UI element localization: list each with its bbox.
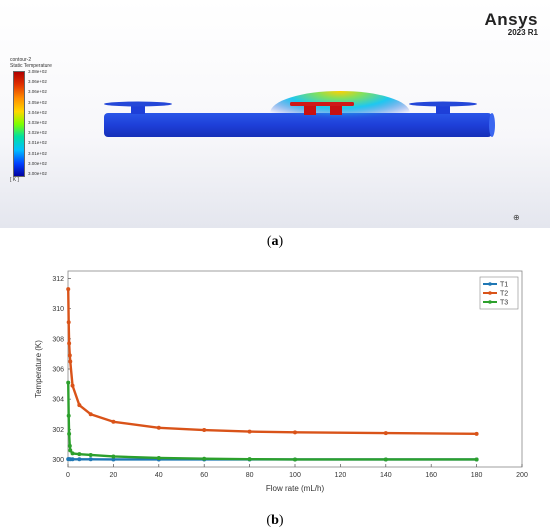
caption-b: (b) <box>266 513 284 528</box>
colorbar-tick: 3.01e+02 <box>28 140 47 146</box>
legend-marker-T2 <box>488 291 492 295</box>
legend-marker-T3 <box>488 300 492 304</box>
plot-area <box>67 270 523 468</box>
brand-name: Ansys <box>484 10 538 29</box>
port-mid-flange <box>290 102 354 106</box>
port-mid-neck-2 <box>330 106 342 115</box>
colorbar-tick: 3.00e+02 <box>28 160 47 166</box>
y-tick-label: 300 <box>52 457 64 464</box>
legend-label-T3: T3 <box>500 300 508 307</box>
data-point-T1 <box>70 457 75 462</box>
data-point-T2 <box>247 429 252 434</box>
data-point-T2 <box>474 431 479 436</box>
colorbar <box>13 71 25 177</box>
colorbar-tick: 3.08e+02 <box>28 69 47 74</box>
pipe-model <box>104 91 495 137</box>
y-axis-label: Temperature (K) <box>34 340 43 398</box>
legend-label-T2: T2 <box>500 291 508 298</box>
data-point-T2 <box>383 431 388 436</box>
colorbar-tick: 3.03e+02 <box>28 119 47 125</box>
y-tick-label: 308 <box>52 336 64 343</box>
data-point-T2 <box>68 359 73 364</box>
x-tick-label: 120 <box>335 472 347 479</box>
data-point-T2 <box>156 425 161 430</box>
data-point-T2 <box>66 287 71 292</box>
data-point-T3 <box>247 457 252 462</box>
data-point-T3 <box>156 455 161 460</box>
legend-marker-T1 <box>488 282 492 286</box>
data-point-T3 <box>111 454 116 459</box>
data-point-T3 <box>88 452 93 457</box>
port-left-neck <box>131 106 145 114</box>
data-point-T3 <box>66 380 71 385</box>
colorbar-tick: 3.06e+02 <box>28 79 47 85</box>
port-left-flange <box>104 101 172 107</box>
data-point-T2 <box>77 403 82 408</box>
y-tick-label: 306 <box>52 367 64 374</box>
legend-line-2: Static Temperature <box>10 63 52 69</box>
data-point-T2 <box>70 383 75 388</box>
data-point-T1 <box>77 457 82 462</box>
data-point-T2 <box>66 320 71 325</box>
data-point-T2 <box>67 341 72 346</box>
x-tick-label: 60 <box>200 472 208 479</box>
data-point-T3 <box>293 457 297 462</box>
data-point-T1 <box>111 457 116 462</box>
tube-end-right <box>489 113 495 137</box>
data-point-T3 <box>67 443 72 448</box>
y-tick-label: 310 <box>52 306 64 313</box>
data-point-T3 <box>383 457 388 462</box>
x-tick-label: 0 <box>66 472 70 479</box>
x-axis-label: Flow rate (mL/h) <box>266 484 325 493</box>
data-point-T2 <box>67 353 72 358</box>
data-point-T2 <box>88 412 93 417</box>
contour-panel: Ansys 2023 R1 contour-2 Static Temperatu… <box>0 0 550 228</box>
temperature-chart: 0 20 40 60 80 100 120 140 160 180 200 300 302 304 306 3… <box>34 270 528 493</box>
x-tick-label: 200 <box>516 472 528 479</box>
data-point-T3 <box>67 431 72 436</box>
caption-a: (a) <box>266 234 284 249</box>
data-point-T3 <box>70 451 75 456</box>
colorbar-tick: 3.04e+02 <box>28 109 47 115</box>
data-point-T2 <box>293 430 297 435</box>
y-tick-label: 304 <box>52 397 64 404</box>
data-point-T3 <box>68 448 73 453</box>
data-point-T1 <box>88 457 93 462</box>
colorbar-tick: 3.06e+02 <box>28 89 47 95</box>
port-mid-neck-1 <box>304 106 316 115</box>
y-tick-label: 302 <box>52 427 64 434</box>
data-point-T3 <box>474 457 479 462</box>
port-right-flange <box>409 101 477 107</box>
data-point-T3 <box>66 413 71 418</box>
ansys-logo: Ansys 2023 R1 <box>484 10 538 37</box>
colorbar-tick: 3.00e+02 <box>28 170 47 176</box>
x-tick-label: 140 <box>380 472 392 479</box>
colorbar-unit: [ K ] <box>10 177 19 183</box>
data-point-T2 <box>202 428 207 433</box>
x-tick-label: 180 <box>471 472 483 479</box>
legend-label-T1: T1 <box>500 282 508 289</box>
colorbar-tick: 3.05e+02 <box>28 99 47 105</box>
data-point-T3 <box>77 452 82 457</box>
legend-title: contour-2 Static Temperature <box>10 57 52 69</box>
colorbar-tick: 3.02e+02 <box>28 130 47 136</box>
x-tick-label: 40 <box>155 472 163 479</box>
axis-triad-icon: ⊕ <box>513 213 520 222</box>
data-point-T2 <box>111 419 116 424</box>
colorbar-tick: 3.01e+02 <box>28 150 47 156</box>
brand-version: 2023 R1 <box>507 28 538 37</box>
y-tick-label: 312 <box>52 276 64 283</box>
x-tick-label: 20 <box>110 472 118 479</box>
x-tick-label: 160 <box>425 472 437 479</box>
data-point-T3 <box>202 456 207 461</box>
port-right-neck <box>436 106 450 114</box>
x-tick-label: 100 <box>289 472 301 479</box>
colorbar-ticks: 3.08e+02 3.06e+02 3.06e+02 3.05e+02 3.04e+02… <box>28 69 47 181</box>
x-tick-label: 80 <box>246 472 254 479</box>
legend-line-1: contour-2 <box>10 57 32 63</box>
